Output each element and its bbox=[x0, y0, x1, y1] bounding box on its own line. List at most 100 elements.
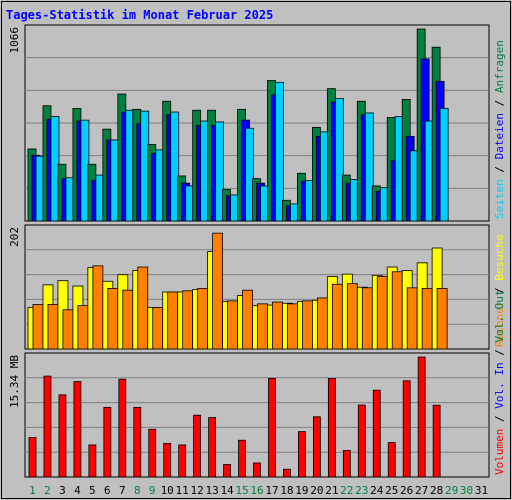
x-tick-label-day-10: 10 bbox=[161, 484, 174, 497]
y-axis-label-requests: 1066 bbox=[8, 27, 21, 54]
bar-volumen-day-20 bbox=[312, 416, 321, 478]
bar-volumen-day-21 bbox=[327, 378, 336, 478]
x-tick-label-day-16: 16 bbox=[250, 484, 263, 497]
x-tick-label-day-11: 11 bbox=[176, 484, 189, 497]
legend-label-besuche: Besuche bbox=[493, 234, 506, 280]
legend-separator: / bbox=[493, 159, 506, 179]
x-tick-label-day-19: 19 bbox=[295, 484, 308, 497]
bar-volumen-day-1 bbox=[28, 437, 37, 478]
bar-volumen-day-23 bbox=[357, 404, 366, 478]
bar-rechner-day-25 bbox=[391, 271, 403, 350]
bar-rechner-day-9 bbox=[152, 307, 164, 350]
bar-volumen-day-3 bbox=[58, 394, 67, 478]
bar-volumen-day-15 bbox=[238, 439, 246, 478]
x-tick-label-day-18: 18 bbox=[280, 484, 293, 497]
bar-rechner-day-10 bbox=[167, 291, 179, 350]
x-tick-label-day-26: 26 bbox=[400, 484, 413, 497]
bar-volumen-day-5 bbox=[88, 444, 97, 478]
bar-seiten-day-15 bbox=[245, 127, 254, 222]
legend-label-vol--in: Vol. In bbox=[493, 362, 506, 408]
bar-seiten-day-28 bbox=[439, 108, 449, 222]
chart-title: Tages-Statistik im Monat Februar 2025 bbox=[6, 8, 274, 22]
x-tick-label-day-1: 1 bbox=[29, 484, 36, 497]
right-labels-requests: Seiten / Dateien / Anfragen bbox=[493, 40, 506, 219]
bar-rechner-day-16 bbox=[257, 303, 268, 350]
bar-volumen-day-28 bbox=[432, 404, 441, 478]
x-tick-label-day-2: 2 bbox=[44, 484, 51, 497]
legend-label-seiten: Seiten bbox=[493, 179, 506, 219]
bar-volumen-day-2 bbox=[43, 375, 52, 478]
x-tick-label-day-27: 27 bbox=[415, 484, 428, 497]
bar-rechner-day-2 bbox=[47, 304, 59, 350]
bar-seiten-day-21 bbox=[334, 98, 344, 222]
x-tick-label-day-15: 15 bbox=[235, 484, 248, 497]
legend-label-rechner: Rechner bbox=[493, 300, 506, 347]
panel-volume-background bbox=[24, 352, 490, 478]
bar-rechner-day-12 bbox=[197, 288, 209, 350]
x-tick-label-day-31: 31 bbox=[475, 484, 488, 497]
bar-rechner-day-6 bbox=[107, 288, 119, 350]
right-labels-visits: Rechner / Besuche bbox=[493, 234, 506, 347]
bar-rechner-day-1 bbox=[32, 304, 44, 350]
bar-rechner-day-7 bbox=[122, 289, 134, 350]
bar-volumen-day-12 bbox=[193, 414, 202, 478]
bar-rechner-day-15 bbox=[242, 289, 253, 350]
bar-volumen-day-26 bbox=[402, 380, 411, 478]
x-tick-label-day-5: 5 bbox=[89, 484, 96, 497]
y-axis-label-visits: 202 bbox=[8, 227, 21, 247]
bar-volumen-day-7 bbox=[118, 378, 127, 478]
x-tick-label-day-30: 30 bbox=[460, 484, 473, 497]
bar-rechner-day-19 bbox=[302, 300, 313, 350]
bar-rechner-day-21 bbox=[331, 283, 343, 350]
x-tick-label-day-29: 29 bbox=[445, 484, 458, 497]
legend-label-vol--out: Vol. Out bbox=[493, 290, 506, 343]
legend-label-volumen: Volumen bbox=[493, 429, 506, 475]
x-tick-label-day-21: 21 bbox=[325, 484, 338, 497]
legend-label-anfragen: Anfragen bbox=[493, 40, 506, 93]
x-tick-label-day-22: 22 bbox=[340, 484, 353, 497]
bar-seiten-day-17 bbox=[275, 81, 284, 222]
bar-volumen-day-10 bbox=[163, 442, 172, 478]
bar-volumen-day-17 bbox=[268, 378, 276, 478]
bar-rechner-day-27 bbox=[421, 288, 433, 350]
right-legend-labels: Seiten / Dateien / Anfragen Rechner / Bes… bbox=[493, 40, 506, 475]
bar-volumen-day-22 bbox=[342, 450, 351, 478]
x-tick-label-day-6: 6 bbox=[104, 484, 111, 497]
bar-volumen-day-16 bbox=[253, 462, 261, 478]
bar-seiten-day-10 bbox=[170, 111, 180, 222]
x-tick-label-day-20: 20 bbox=[310, 484, 323, 497]
panel-visits bbox=[24, 224, 490, 350]
bar-rechner-day-20 bbox=[316, 297, 328, 350]
x-tick-label-day-12: 12 bbox=[191, 484, 204, 497]
bar-seiten-day-23 bbox=[364, 112, 374, 222]
bar-rechner-day-11 bbox=[182, 290, 194, 350]
bar-volumen-day-11 bbox=[178, 444, 187, 478]
bar-rechner-day-4 bbox=[77, 305, 89, 350]
x-tick-label-day-4: 4 bbox=[74, 484, 81, 497]
chart-panels bbox=[24, 24, 490, 478]
bar-volumen-day-19 bbox=[298, 431, 306, 478]
bar-rechner-day-14 bbox=[227, 300, 238, 350]
bar-rechner-day-24 bbox=[376, 276, 388, 350]
x-tick-label-day-23: 23 bbox=[355, 484, 368, 497]
x-tick-label-day-8: 8 bbox=[134, 484, 141, 497]
y-axis-labels: 1066 202 15.34 MB bbox=[8, 27, 21, 408]
bar-volumen-day-18 bbox=[283, 468, 291, 478]
legend-separator: / bbox=[493, 281, 506, 301]
bar-volumen-day-14 bbox=[223, 464, 231, 478]
bar-rechner-day-8 bbox=[137, 266, 149, 350]
bar-volumen-day-9 bbox=[148, 428, 157, 478]
legend-label-dateien: Dateien bbox=[493, 113, 506, 159]
bar-rechner-day-22 bbox=[346, 283, 358, 350]
bar-volumen-day-13 bbox=[208, 417, 217, 478]
x-tick-label-day-24: 24 bbox=[370, 484, 384, 497]
bar-rechner-day-26 bbox=[406, 287, 418, 350]
x-tick-label-day-28: 28 bbox=[430, 484, 443, 497]
bar-rechner-day-17 bbox=[272, 301, 283, 350]
bar-rechner-day-23 bbox=[361, 287, 373, 350]
legend-separator: / bbox=[493, 409, 506, 429]
bar-volumen-day-4 bbox=[73, 381, 82, 478]
